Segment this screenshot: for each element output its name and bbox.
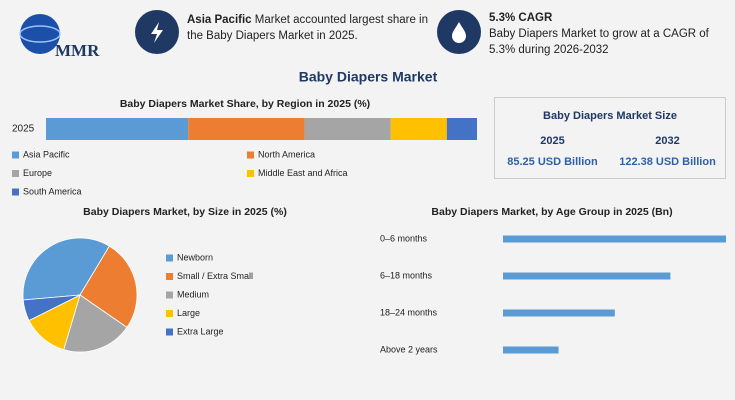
year: 2025 [540, 135, 565, 147]
legend-label: Europe [23, 168, 52, 178]
highlight-title: 5.3% CAGR [489, 12, 553, 24]
category-label: 18–24 months [380, 307, 438, 317]
bar [503, 346, 559, 354]
bar [503, 309, 615, 317]
legend-swatch [12, 188, 19, 196]
legend-label: South America [23, 186, 82, 196]
logo-globe [20, 14, 60, 54]
market-size-box: Baby Diapers Market Size 2025 85.25 USD … [494, 97, 726, 179]
pie-slice [22, 237, 110, 301]
logo-ring [19, 25, 61, 43]
highlight-title: Asia Pacific [187, 14, 252, 26]
category-label: 2025 [12, 124, 35, 135]
legend-swatch [166, 328, 173, 336]
legend-swatch [247, 170, 254, 177]
icon-bolt [151, 22, 163, 43]
legend-swatch [166, 291, 173, 299]
icon [135, 10, 179, 54]
chart-title: Baby Diapers Market, by Size in 2025 (%) [83, 206, 287, 218]
legend-label: Middle East and Africa [258, 168, 348, 178]
bar-segment [390, 118, 447, 140]
bar [503, 272, 671, 280]
category-label: Above 2 years [380, 344, 438, 354]
pie-slice [79, 245, 138, 328]
market-size-title: Baby Diapers Market Size [543, 110, 677, 122]
highlight: Asia Pacific Market accounted largest sh… [187, 12, 432, 44]
chart-title: Baby Diapers Market, by Age Group in 202… [431, 206, 672, 218]
legend-label: Asia Pacific [23, 149, 70, 159]
pie-slice [22, 294, 81, 322]
legend-swatch [247, 151, 254, 159]
highlight-text: Baby Diapers Market to grow at a CAGR of… [489, 28, 709, 56]
legend-swatch [166, 310, 173, 317]
legend-label: Small / Extra Small [177, 271, 253, 281]
page-title: Baby Diapers Market [299, 69, 438, 85]
category-label: 6–18 months [380, 270, 433, 280]
chart-title: Baby Diapers Market Share, by Region in … [120, 98, 370, 110]
logo: MMR [55, 41, 100, 60]
highlight: 5.3% CAGR Baby Diapers Market to grow at … [489, 10, 729, 58]
market-value: 122.38 USD Billion [619, 156, 716, 168]
bar-segment [188, 118, 305, 140]
highlight-text: Market accounted largest share in the Ba… [187, 14, 429, 42]
icon-drop [452, 22, 466, 43]
legend-label: Newborn [177, 252, 213, 262]
icon [437, 10, 481, 54]
pie-slice [63, 294, 128, 353]
legend-label: Extra Large [177, 326, 224, 336]
bar-segment [304, 118, 391, 140]
legend-swatch [166, 273, 173, 280]
bar-segment [46, 118, 189, 140]
legend-swatch [166, 254, 173, 262]
legend-label: Large [177, 308, 200, 318]
year: 2032 [655, 135, 680, 147]
legend-label: Medium [177, 289, 209, 299]
market-value: 85.25 USD Billion [507, 156, 598, 168]
legend-label: North America [258, 149, 315, 159]
legend-swatch [12, 151, 19, 159]
category-label: 0–6 months [380, 233, 428, 243]
bar [503, 235, 726, 243]
legend-swatch [12, 170, 19, 177]
bar-segment [446, 118, 477, 140]
